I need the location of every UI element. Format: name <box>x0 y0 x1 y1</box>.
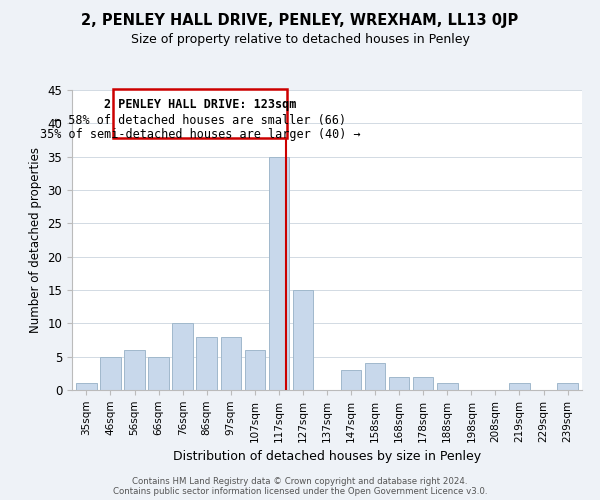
Bar <box>341 370 361 390</box>
Bar <box>76 384 97 390</box>
Bar <box>437 384 458 390</box>
Text: 2 PENLEY HALL DRIVE: 123sqm: 2 PENLEY HALL DRIVE: 123sqm <box>104 98 296 110</box>
X-axis label: Distribution of detached houses by size in Penley: Distribution of detached houses by size … <box>173 450 481 463</box>
Bar <box>172 324 193 390</box>
Bar <box>124 350 145 390</box>
Bar <box>293 290 313 390</box>
Bar <box>389 376 409 390</box>
Bar <box>269 156 289 390</box>
Bar <box>365 364 385 390</box>
Text: Contains public sector information licensed under the Open Government Licence v3: Contains public sector information licen… <box>113 486 487 496</box>
Bar <box>509 384 530 390</box>
Bar <box>221 336 241 390</box>
Bar <box>196 336 217 390</box>
Y-axis label: Number of detached properties: Number of detached properties <box>29 147 42 333</box>
Text: ← 58% of detached houses are smaller (66): ← 58% of detached houses are smaller (66… <box>54 114 346 128</box>
Bar <box>100 356 121 390</box>
Bar <box>148 356 169 390</box>
Text: Contains HM Land Registry data © Crown copyright and database right 2024.: Contains HM Land Registry data © Crown c… <box>132 476 468 486</box>
Text: Size of property relative to detached houses in Penley: Size of property relative to detached ho… <box>131 32 469 46</box>
Text: 2, PENLEY HALL DRIVE, PENLEY, WREXHAM, LL13 0JP: 2, PENLEY HALL DRIVE, PENLEY, WREXHAM, L… <box>82 12 518 28</box>
FancyBboxPatch shape <box>113 88 287 138</box>
Bar <box>413 376 433 390</box>
Bar <box>245 350 265 390</box>
Text: 35% of semi-detached houses are larger (40) →: 35% of semi-detached houses are larger (… <box>40 128 361 141</box>
Bar <box>557 384 578 390</box>
